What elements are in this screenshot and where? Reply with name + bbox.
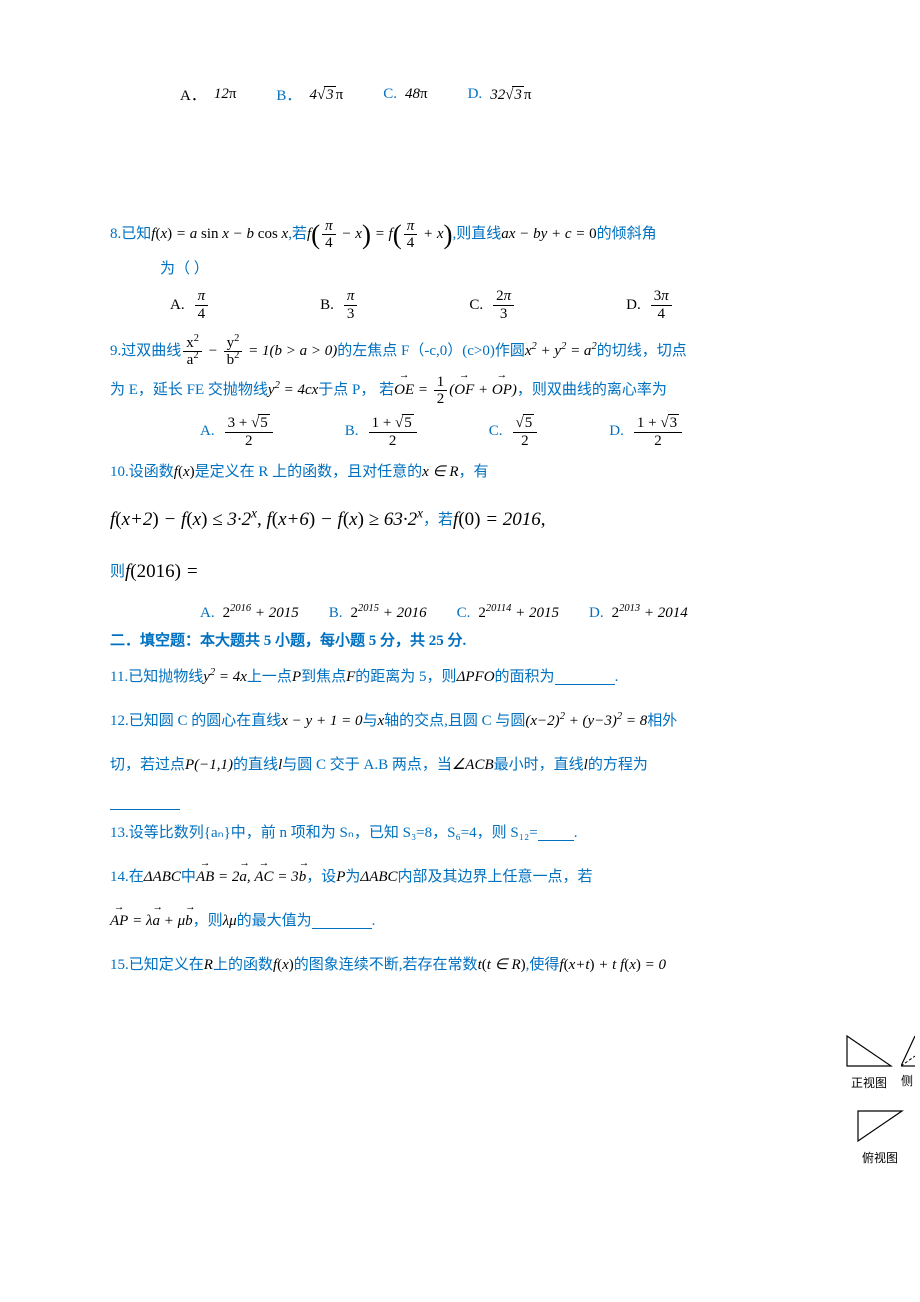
q8-choice-d: D. 3π4 xyxy=(626,288,674,322)
side-view-partial xyxy=(901,1034,915,1068)
q14-line1: 14. 在 ΔABC 中 AB = 2a, AC = 3b ，设 P 为 ΔAB… xyxy=(110,862,810,892)
q11-triangle: ΔPFO xyxy=(457,662,495,692)
q8-lead: 已知 xyxy=(121,215,151,254)
q10-line3: 则 f(2016) = xyxy=(110,553,810,591)
q8-line1: 8. 已知 f(x) = a sin x − b cos x , 若 f(π4 … xyxy=(110,215,810,254)
q14-num: 14. xyxy=(110,862,129,892)
q10-xinr: x ∈ R xyxy=(422,457,458,487)
side-figures: 正视图 侧 俯视图 xyxy=(840,1034,920,1166)
q8-num: 8. xyxy=(110,215,121,254)
q10-inequalities: f(x+2) − f(x) ≤ 3·2x, f(x+6) − f(x) ≥ 63… xyxy=(110,501,810,539)
q15-t: t(t ∈ R) xyxy=(478,950,526,980)
q8-choice-c: C. 2π3 xyxy=(469,288,516,322)
q11-blank xyxy=(555,669,615,685)
q9-choice-d: D. 1 + √32 xyxy=(609,414,684,449)
q10-fx: f(x) xyxy=(174,457,195,487)
q7-choice-d: D. 32√3π xyxy=(468,86,532,104)
q14-lambda-mu: λμ xyxy=(223,906,237,936)
q9-line2: 为 E，延长 FE 交抛物线 y2 = 4cx 于点 P， 若 OE = 12(… xyxy=(110,371,810,410)
q14-blank xyxy=(312,913,372,929)
q7-choice-a: A． 12π xyxy=(180,84,236,105)
q14-line2: AP = λa + μb ，则 λμ 的最大值为 . xyxy=(110,906,810,936)
q10-choice-d: D. 22013 + 2014 xyxy=(589,605,688,622)
q14-triangle2: ΔABC xyxy=(360,862,397,892)
q12-point-p: P(−1,1) xyxy=(185,750,233,780)
section2-header: 二．填空题：本大题共 5 小题，每小题 5 分，共 25 分. xyxy=(110,626,810,656)
q8-choice-a: A. π4 xyxy=(170,288,210,322)
q10-ask: f(2016) = xyxy=(125,553,199,591)
q9-hyperbola: x2a2 − y2b2 = 1(b > a > 0) xyxy=(181,332,337,371)
q15: 15. 已知定义在 R 上的函数 f(x) 的图象连续不断,若存在常数 t(t … xyxy=(110,950,810,980)
top-view-triangle xyxy=(856,1109,904,1143)
q10-choice-c: C. 220114 + 2015 xyxy=(457,605,559,622)
q12-num: 12. xyxy=(110,706,129,736)
front-view-label: 正视图 xyxy=(845,1074,893,1091)
q8-choices: A. π4 B. π3 C. 2π3 D. 3π4 xyxy=(110,288,810,322)
q15-num: 15. xyxy=(110,950,129,980)
q7-choice-c: C. 48π xyxy=(383,86,427,103)
q8-cond: f(π4 − x) = f(π4 + x) xyxy=(307,215,453,254)
q7-choices: A． 12π B． 4√3π C. 48π D. 32√3π xyxy=(110,84,810,105)
q10-choices: A. 22016 + 2015 B. 22015 + 2016 C. 22011… xyxy=(110,605,810,622)
q11-parabola: y2 = 4x xyxy=(203,662,247,692)
q9-num: 9. xyxy=(110,332,121,371)
q10-num: 10. xyxy=(110,457,129,487)
q15-eq: f(x+t) + t f(x) = 0 xyxy=(559,950,666,980)
side-view-label: 侧 xyxy=(901,1072,915,1089)
q12-blank xyxy=(110,794,180,810)
top-view-label: 俯视图 xyxy=(840,1149,920,1166)
q14-ab: AB = 2a, AC = 3b xyxy=(196,862,306,892)
q12-angle: ∠ACB xyxy=(452,750,494,780)
q11-num: 11. xyxy=(110,662,128,692)
q14-ap: AP = λa + μb xyxy=(110,906,193,936)
q12-line-eq: x − y + 1 = 0 xyxy=(281,706,362,736)
q8-func: f(x) = a sin x − b cos x xyxy=(151,215,288,254)
q10-line1: 10. 设函数 f(x) 是定义在 R 上的函数，且对任意的 x ∈ R ，有 xyxy=(110,457,810,487)
q13-num: 13. xyxy=(110,818,129,848)
q9-parabola: y2 = 4cx xyxy=(268,371,318,410)
q9-choices: A. 3 + √52 B. 1 + √52 C. √52 D. 1 + √32 xyxy=(110,414,810,449)
q9-choice-c: C. √52 xyxy=(489,414,540,449)
q12-circle2: (x−2)2 + (y−3)2 = 8 xyxy=(525,706,647,736)
q8-line-eq: ax − by + c = 0 xyxy=(501,215,596,254)
q10-choice-b: B. 22015 + 2016 xyxy=(329,605,427,622)
q13-blank xyxy=(538,825,574,841)
q12-line3 xyxy=(110,794,810,810)
q9-choice-a: A. 3 + √52 xyxy=(200,414,275,449)
q8-choice-b: B. π3 xyxy=(320,288,359,322)
front-view-triangle xyxy=(845,1034,893,1068)
q8-line2: 为（ ） xyxy=(110,254,810,284)
q9-vector-eq: OE = 12(OF + OP) xyxy=(394,371,517,410)
q7-choice-b: B． 4√3π xyxy=(276,84,343,105)
q13: 13. 设等比数列{aₙ}中，前 n 项和为 Sₙ，已知 S₃=8，S₆=4，则… xyxy=(110,818,810,848)
q10-choice-a: A. 22016 + 2015 xyxy=(200,605,299,622)
q9-circle: x2 + y2 = a2 xyxy=(525,332,597,371)
q12-line2: 切，若过点 P(−1,1) 的直线 l 与圆 C 交于 A.B 两点，当 ∠AC… xyxy=(110,750,810,780)
q11: 11. 已知抛物线 y2 = 4x 上一点 P 到焦点 F 的距离为 5，则 Δ… xyxy=(110,662,810,692)
q9-choice-b: B. 1 + √52 xyxy=(345,414,419,449)
q15-fx: f(x) xyxy=(273,950,294,980)
q12-line1: 12. 已知圆 C 的圆心在直线 x − y + 1 = 0 与 x 轴的交点,… xyxy=(110,706,810,736)
q14-triangle1: ΔABC xyxy=(144,862,181,892)
q13-text: 设等比数列{aₙ}中，前 n 项和为 Sₙ，已知 S₃=8，S₆=4，则 S₁₂… xyxy=(129,818,538,848)
